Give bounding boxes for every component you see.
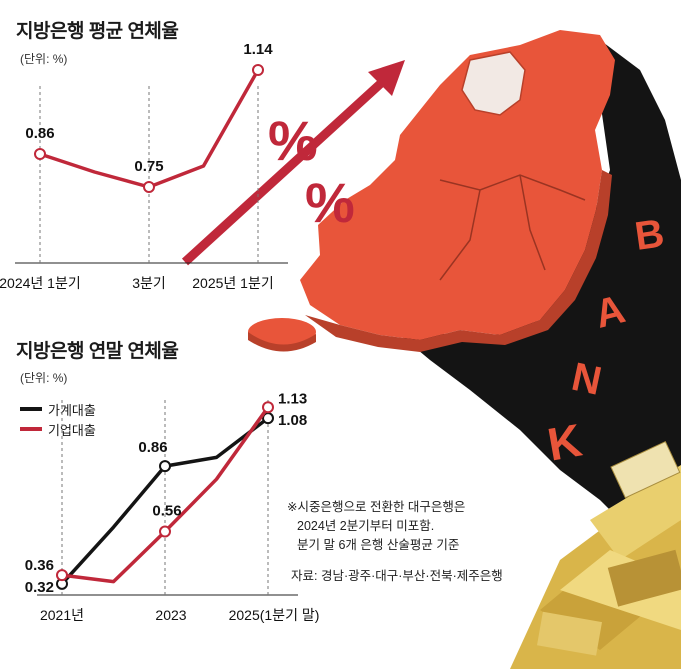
- data-label: 0.36: [25, 557, 54, 574]
- data-point: [143, 181, 155, 193]
- data-point: [34, 148, 46, 160]
- svg-text:%: %: [305, 171, 355, 234]
- data-point: [252, 64, 264, 76]
- legend-label-household: 가계대출: [48, 402, 96, 418]
- rising-arrow-icon: [181, 60, 405, 266]
- data-point: [159, 525, 171, 538]
- chart1-unit: (단위: %): [20, 52, 68, 66]
- tick-label: 2021년: [40, 607, 84, 623]
- legend-item-household: 가계대출: [20, 399, 96, 419]
- chart1-title: 지방은행 평균 연체율: [16, 21, 179, 42]
- data-label: 1.13: [278, 390, 307, 407]
- map-shadow: [400, 40, 681, 540]
- note-line-3: 분기 말 6개 은행 산술평균 기준: [297, 538, 460, 552]
- legend-label-corporate: 기업대출: [48, 422, 96, 438]
- note-line-1: ※시중은행으로 전환한 대구은행은: [287, 500, 466, 514]
- chart2-legend: 가계대출 기업대출: [20, 399, 96, 439]
- banknotes-icon: [510, 440, 681, 669]
- data-label: 0.56: [152, 503, 181, 520]
- note-line-2: 2024년 2분기부터 미포함.: [297, 519, 435, 533]
- data-point: [159, 460, 171, 473]
- data-label: 0.86: [138, 439, 167, 456]
- svg-text:%: %: [268, 109, 318, 172]
- tick-label: 2024년 1분기: [0, 275, 81, 291]
- chart2-title: 지방은행 연말 연체율: [16, 341, 179, 362]
- legend-swatch-corporate: [20, 427, 42, 431]
- tick-label: 2023: [155, 607, 186, 623]
- series-line-1: [61, 406, 270, 584]
- tick-label: 2025년 1분기: [192, 275, 273, 291]
- source-note: 자료: 경남·광주·대구·부산·전북·제주은행: [291, 569, 503, 583]
- data-label: 0.86: [25, 125, 54, 142]
- chart2-unit: (단위: %): [20, 371, 68, 385]
- data-label: 1.08: [278, 412, 307, 429]
- bank-letter-b: B: [632, 211, 667, 259]
- legend-item-corporate: 기업대출: [20, 419, 96, 439]
- data-label: 0.75: [134, 158, 163, 175]
- data-label: 0.32: [25, 579, 54, 596]
- data-label: 1.14: [243, 41, 273, 58]
- tick-label: 2025(1분기 말): [229, 607, 320, 623]
- korea-map-icon: [248, 30, 615, 352]
- percent-glyph: % %: [268, 109, 355, 234]
- data-point: [262, 401, 274, 414]
- legend-swatch-household: [20, 407, 42, 411]
- tick-label: 3분기: [132, 275, 166, 291]
- note-block: ※시중은행으로 전환한 대구은행은 2024년 2분기부터 미포함. 분기 말 …: [287, 498, 465, 555]
- data-point: [56, 569, 68, 582]
